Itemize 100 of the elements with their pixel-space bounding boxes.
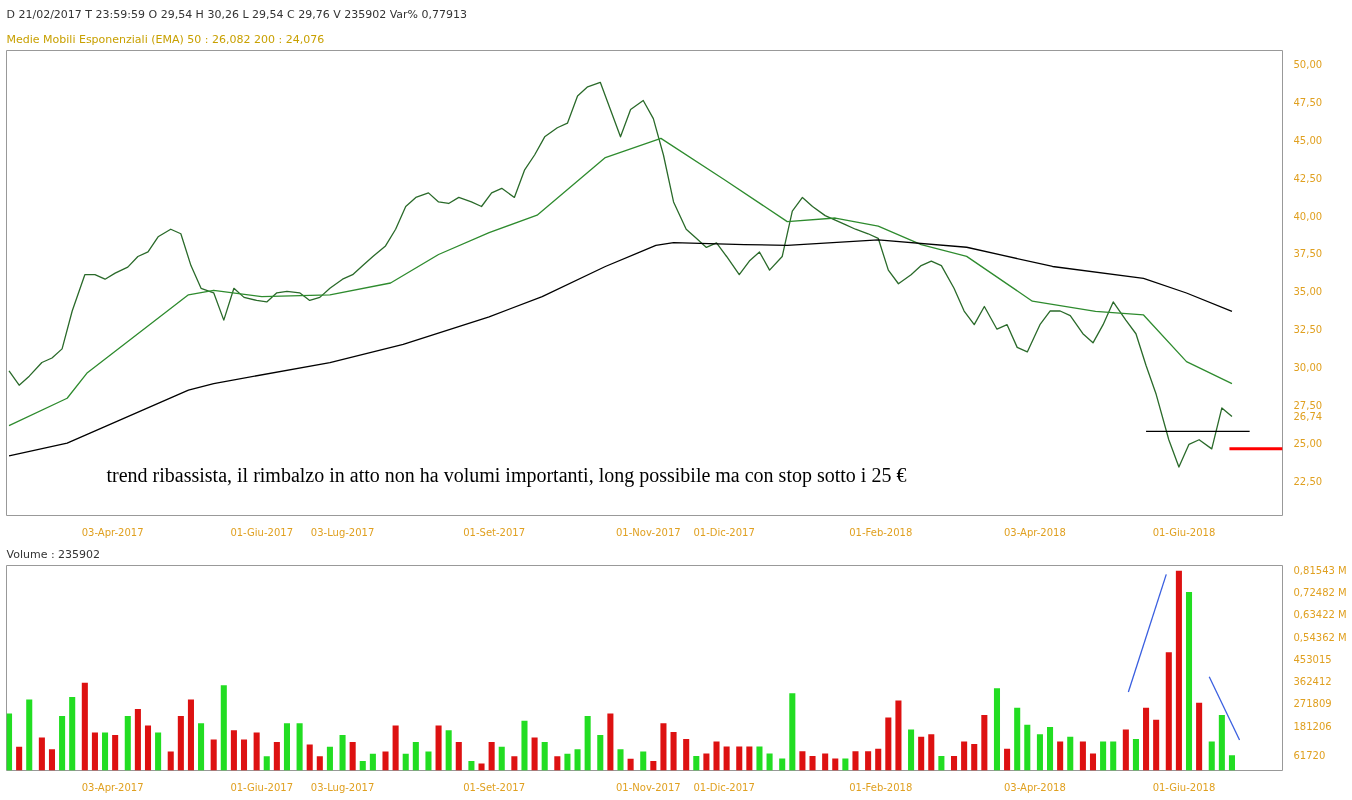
bar [435,725,442,771]
bar [961,741,968,771]
y-tick-label: 22,50 [1293,475,1323,487]
bar [852,751,859,771]
bar [736,746,743,771]
bar [703,753,710,771]
bar [640,751,647,771]
x-tick-label: 01-Feb-2018 [849,526,913,538]
y-tick-label: 0,54362 M [1293,631,1347,643]
bar [412,742,419,771]
bar [253,732,260,771]
bar [167,751,174,771]
bar [564,753,571,771]
bar [210,739,217,771]
bar [273,742,280,771]
bar [908,729,915,771]
bar [1036,734,1043,771]
bar [478,763,485,771]
bar [993,688,1001,771]
y-tick-label: 35,00 [1293,286,1323,298]
x-tick-label: 01-Set-2017 [463,781,526,793]
bar [875,748,882,771]
x-tick-label: 03-Apr-2017 [81,526,144,538]
bar [177,716,184,771]
bar [779,758,786,771]
bar [468,760,475,771]
bar [382,751,389,771]
bar [895,700,902,771]
x-tick-label: 01-Feb-2018 [849,781,913,793]
bar [134,708,141,771]
y-tick-label: 271809 [1293,698,1332,710]
bar [1079,741,1086,771]
bar [1110,741,1117,771]
bar [144,725,152,771]
bar [627,758,634,771]
x-tick-label: 03-Lug-2017 [310,526,375,538]
bar [112,734,119,771]
y-tick-label: 47,50 [1293,97,1323,108]
bar [660,723,667,771]
x-tick-label: 03-Apr-2018 [1003,781,1066,793]
bar [283,723,290,771]
bar [1228,755,1235,771]
bar [885,717,892,771]
bar [155,732,162,771]
bar [1165,652,1172,771]
x-tick-label: 03-Apr-2018 [1003,526,1066,538]
bar [511,756,518,771]
annotation: trend ribassista, il rimbalzo in atto non ha volumi importanti, long possibile ma con stop sotto i 25 € [106,463,907,487]
y-tick-label: 0,63422 M [1293,609,1347,621]
bar [455,742,462,771]
bar [488,742,495,771]
y-tick-label: 453015 [1293,653,1332,665]
bar [1004,748,1011,771]
bar [531,737,538,771]
bar [316,756,323,771]
bar [69,696,76,771]
bar [918,736,925,771]
bar [746,746,753,771]
bar [91,732,98,771]
chart-subtitle: Medie Mobili Esponenziali (EMA) 50 : 26,082 200 : 24,076 [6,32,325,46]
line-series [8,81,1233,468]
bar [26,699,33,771]
bar [584,716,591,771]
x-tick-label: 01-Nov-2017 [615,781,681,793]
y-tick-label: 37,50 [1293,248,1323,260]
bar [981,715,988,771]
y-tick-label: 50,00 [1293,59,1323,71]
bar [1014,707,1021,771]
bar [670,732,677,771]
bar [693,756,700,771]
bar [230,730,237,771]
bar [392,725,399,771]
bar [809,756,816,771]
bar [1122,729,1129,771]
bar [832,758,839,771]
bar [683,739,690,771]
bar [822,753,829,771]
x-tick-label: 01-Giu-2018 [1152,526,1216,538]
bar [842,758,849,771]
bar [1185,591,1193,771]
bar [187,699,194,771]
bar [220,685,227,771]
line-series [8,239,1233,457]
bar [617,749,624,771]
line-series [8,137,1233,427]
chart-title: D 21/02/2017 T 23:59:59 O 29,54 H 30,26 L 29,54 C 29,76 V 235902 Var% 0,77913 [6,7,468,21]
bar [928,734,935,771]
bar [1047,727,1054,771]
bar [789,693,796,771]
x-tick-label: 01-Dic-2017 [693,526,755,538]
bar [971,744,978,771]
bar [263,756,270,771]
y-tick-label: 61720 [1293,749,1326,761]
bar [713,741,720,771]
bar [198,723,205,771]
y-tick-label: 0,81543 M [1293,565,1347,577]
bar [1132,739,1139,771]
x-tick-label: 01-Set-2017 [463,526,526,538]
bar [349,742,356,771]
bar [81,682,88,771]
